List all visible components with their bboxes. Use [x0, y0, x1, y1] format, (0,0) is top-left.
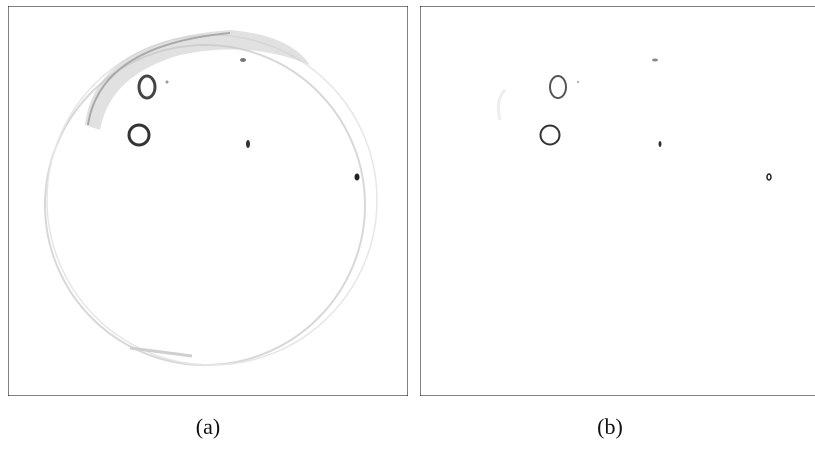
panel-b	[420, 6, 815, 396]
panel-a	[8, 6, 408, 396]
caption: (a)	[196, 414, 220, 439]
figure: (a) (b)	[0, 0, 815, 453]
caption: (b)	[597, 414, 623, 439]
